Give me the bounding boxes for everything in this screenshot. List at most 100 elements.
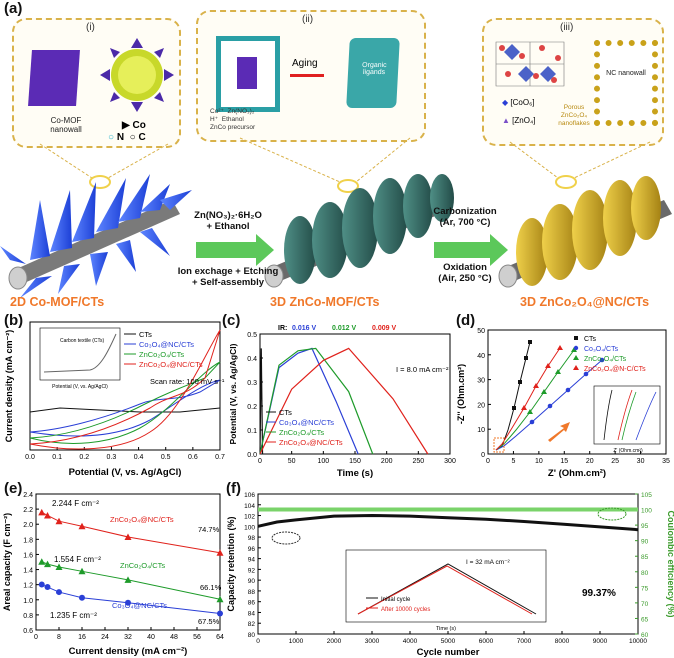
zoom-box-iii: (iii) ◆ [CoO₆] ▲ [ZnO₄] NC nanowall Poro…	[482, 18, 664, 146]
chart-e-series	[38, 508, 224, 617]
panel-label-e: (e)	[4, 480, 23, 497]
rate-point	[124, 576, 132, 583]
arrow2-bottom-l2: (Air, 250 °C)	[438, 273, 492, 284]
chart-f-xtick-label: 9000	[593, 638, 608, 645]
chart-d-inset	[593, 385, 661, 445]
chart-d-zoom-box	[493, 437, 505, 453]
chart-f-ytick-label: 88	[248, 589, 256, 596]
arrow2-top-l2: (Ar, 700 °C)	[439, 217, 491, 228]
legend-ii-eth: Ethanol	[221, 116, 244, 123]
process-arrow-1	[196, 234, 274, 266]
caption-znco-mof: 3D ZnCo-MOF/CTs	[270, 295, 380, 309]
chart-e-ytick-label: 1.4	[23, 568, 33, 575]
aging-arrow	[290, 74, 324, 77]
zoom-connectors	[39, 137, 651, 193]
chart-f-xtick-label: 0	[256, 638, 260, 645]
chart-e-xtick-label: 16	[78, 634, 86, 641]
legend-c-3: ZnCo₂O₄@NC/CTs	[279, 438, 343, 447]
legend-co: ▶ Co	[122, 120, 146, 131]
chart-f-xtick-label: 8000	[555, 638, 570, 645]
arrow1-top-l1: Zn(NO₃)₂·6H₂O	[194, 210, 262, 221]
arrow2-bottom-text: Oxidation (Air, 250 °C)	[410, 262, 520, 284]
legend-b-1: Co₃O₄@NC/CTs	[139, 340, 194, 349]
legend-c-2: ZnCo₂O₄/CTs	[279, 428, 324, 437]
chart-f-right-ytick-label: 75	[641, 585, 649, 592]
chart-f-ytick-label: 100	[244, 524, 255, 531]
chart-f-final: 99.37%	[582, 588, 616, 599]
chart-c-xlabel: Time (s)	[337, 468, 373, 479]
chart-f-inset-title: I = 32 mA cm⁻²	[466, 559, 511, 566]
chart-d-xtick-label: 30	[637, 458, 645, 465]
mof-label: Co-MOF nanowall	[50, 116, 82, 134]
legend-n-c: ○ N ○ C	[108, 132, 146, 143]
chart-d-frame	[487, 329, 667, 455]
chart-d-xtick-label: 15	[560, 458, 568, 465]
chart-c-xtick-label: 150	[349, 458, 361, 465]
chart-e-ytick-label: 1.6	[23, 552, 33, 559]
arrow2-top-l1: Carbonization	[433, 206, 497, 217]
chart-e-xtick-label: 0	[34, 634, 38, 641]
chart-b-inset	[39, 327, 121, 381]
chart-e-name-2: Co₃O₄@NC/CTs	[112, 601, 167, 610]
rate-point	[38, 558, 46, 565]
nyq-co3o4	[495, 359, 603, 451]
chart-d-legend: CTs Co₃O₄/CTs ZnCo₂O₄/CTs ZnCo₂O₄@N-C/CT…	[573, 336, 646, 373]
chart-e-xtick-label: 64	[216, 634, 224, 641]
co-mof-ct-wire	[0, 174, 192, 298]
legend-ii: Co²⁺ Zn(NO₃)₂ H⁺ Ethanol ZnCo precursor	[210, 108, 330, 132]
rate-point	[55, 517, 63, 525]
legend-b-3: ZnCo₂O₄@NC/CTs	[139, 360, 203, 369]
chart-e-ret-0: 74.7%	[198, 525, 220, 534]
aging-label: Aging	[292, 58, 318, 69]
chart-e-ticks: 0 8 16 24 32 40 48 56 64 0.6 0.8 1.0 1.2 1.4 1.6 1.8 2.0…	[23, 492, 224, 641]
chart-e-xtick-label: 32	[124, 634, 132, 641]
rate-point	[38, 508, 46, 516]
porous-label: Porous ZnCo₂O₄ nanoflakes	[558, 104, 590, 127]
chart-f-right-ytick-label: 80	[641, 570, 649, 577]
chart-b-xtick-label: 0.5	[161, 454, 171, 461]
chart-b-inset-label: Carbon textile (CTs)	[60, 338, 105, 344]
legend-ii-zn: Zn(NO₃)₂	[227, 108, 255, 115]
chart-b-frame	[29, 321, 221, 451]
chart-d-xlabel: Z' (Ohm.cm²)	[548, 468, 606, 479]
chart-c-legend: CTs Co₃O₄@NC/CTs ZnCo₂O₄/CTs ZnCo₂O₄@NC/…	[266, 408, 343, 447]
legend-c-text: C	[138, 132, 146, 143]
chart-d-inset-xlabel: Z' (Ohm.cm²)	[613, 448, 643, 454]
chart-f-xtick-label: 4000	[403, 638, 418, 645]
chart-f-ellipse-left	[271, 531, 301, 545]
chart-f-series	[257, 507, 639, 532]
chart-f-ytick-label: 90	[248, 578, 256, 585]
chart-b-xtick-label: 0.4	[134, 454, 144, 461]
chart-e-ytick-label: 2.4	[23, 492, 33, 499]
chart-d-ytick-label: 10	[477, 427, 485, 434]
arrow1-bottom-text: Ion exchage + Etching + Self-assembly	[168, 266, 288, 288]
chart-b-xticks: 0.0 0.1 0.2 0.3 0.4 0.5 0.6 0.7	[25, 447, 225, 461]
chart-c-ytick-label: 0.3	[247, 380, 257, 387]
legend-co-text: Co	[132, 120, 146, 131]
chart-f-ytick-label: 86	[248, 600, 256, 607]
chart-f-xtick-label: 7000	[517, 638, 532, 645]
chart-f-ellipse-right	[597, 507, 627, 521]
legend-ii-h: H⁺	[210, 116, 219, 123]
chart-b-xtick-label: 0.7	[215, 454, 225, 461]
chart-f-inset-legend-0: Initial cycle	[381, 597, 411, 603]
arrow1-top-text: Zn(NO₃)₂·6H₂O + Ethanol	[168, 210, 288, 232]
chart-b-xlabel: Potential (V, vs. Ag/AgCl)	[69, 467, 182, 478]
caption-znco2o4: 3D ZnCo₂O₄@NC/CTs	[520, 295, 650, 309]
arrow2-top-text: Carbonization (Ar, 700 °C)	[410, 206, 520, 228]
panel-label-d: (d)	[456, 312, 476, 329]
chart-c-ytick-label: 0.0	[247, 452, 257, 459]
chart-c-xtick-label: 200	[381, 458, 393, 465]
chart-f-xtick-label: 10000	[629, 638, 647, 645]
chart-e-ytick-label: 0.6	[23, 628, 33, 635]
chart-f-xtick-label: 6000	[479, 638, 494, 645]
chart-e: 0 8 16 24 32 40 48 56 64 0.6 0.8 1.0 1.2 1.4 1.6 1.8 2.0…	[2, 492, 224, 657]
panel-label-c: (c)	[222, 312, 241, 329]
chart-f-ytick-label: 80	[248, 632, 256, 639]
chart-f-ytick-label: 98	[248, 535, 256, 542]
chart-b-xtick-label: 0.3	[107, 454, 117, 461]
cluster-coo6: ◆ [CoO₆]	[502, 98, 535, 107]
crystal-structure	[495, 41, 565, 87]
chart-f-right-ytick-label: 100	[641, 508, 652, 515]
chart-c-xtick-label: 100	[317, 458, 329, 465]
